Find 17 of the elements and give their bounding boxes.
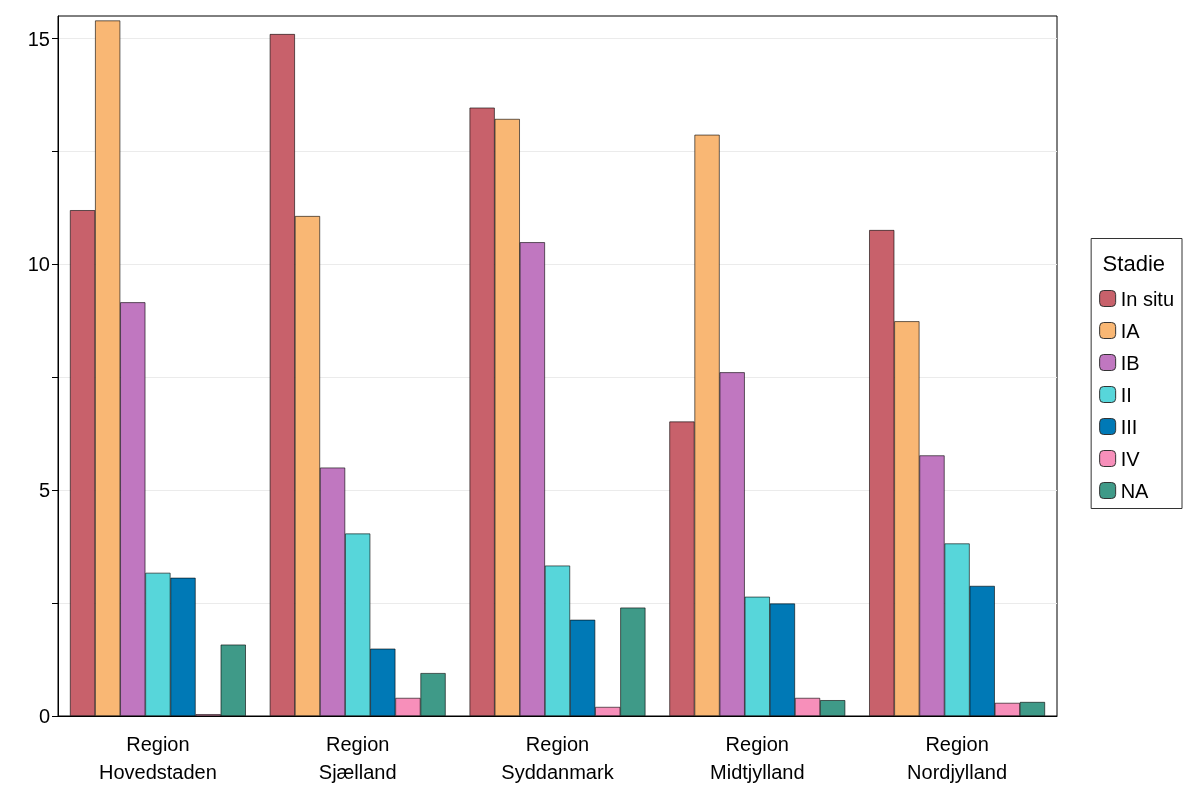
x-tick-label: Region Hovedstaden <box>98 733 217 783</box>
x-tick-label: Region Sjælland <box>318 733 397 783</box>
x-tick-label: Region Nordjylland <box>907 733 1008 783</box>
legend-title: Stadie <box>1102 250 1166 276</box>
legend-label: II <box>1120 383 1132 406</box>
y-tick-label: 10 <box>27 253 50 276</box>
legend-label: NA <box>1120 479 1150 502</box>
legend-label: IA <box>1120 319 1141 342</box>
legend-label: In situ <box>1120 287 1174 310</box>
legend-label: III <box>1120 415 1138 438</box>
y-tick-label: 15 <box>27 27 50 50</box>
y-tick-label: 5 <box>38 479 50 502</box>
y-tick-label: 0 <box>38 705 50 727</box>
legend-label: IV <box>1120 447 1141 470</box>
x-tick-label: Region Midtjylland <box>710 733 805 783</box>
legend-label: IB <box>1120 351 1140 374</box>
x-tick-label: Region Syddanmark <box>501 733 615 783</box>
